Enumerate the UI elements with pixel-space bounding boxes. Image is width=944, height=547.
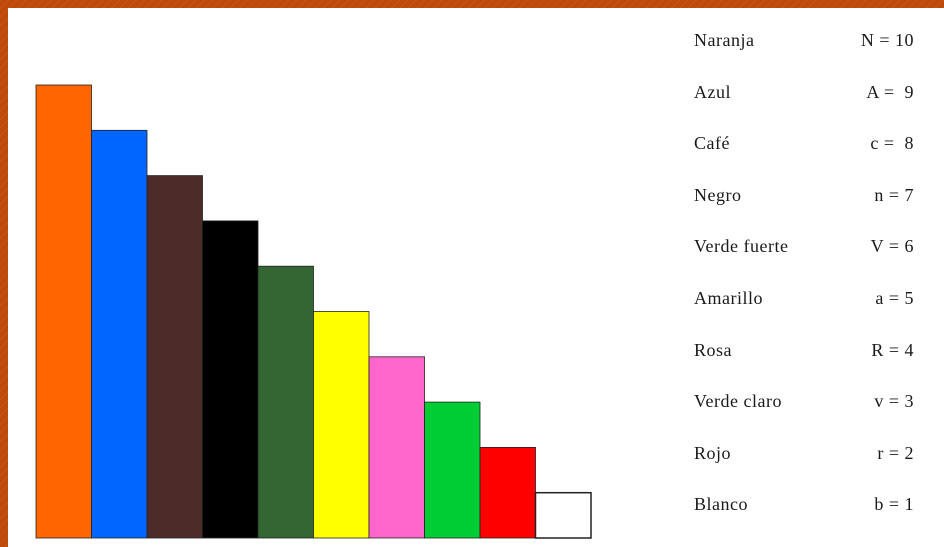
legend-color-name: Amarillo	[694, 288, 763, 308]
legend-row: Verde claro v = 3	[694, 391, 934, 421]
legend-value-code: R = 4	[871, 339, 914, 360]
legend-color-name: Blanco	[694, 494, 748, 515]
diagram-panel: Naranja N = 10 Azul A = 9 Café c = 8 Negro n = …	[8, 8, 944, 547]
legend-row: Café c = 8	[694, 133, 934, 163]
rod-caf-	[146, 175, 203, 539]
legend-value-code: c = 8	[870, 133, 914, 154]
legend-row: Negro n = 7	[694, 185, 934, 215]
rod-naranja	[35, 84, 92, 539]
legend-row: Rojo r = 2	[694, 443, 934, 473]
legend-value-code: A = 9	[866, 81, 914, 102]
legend-value-code: N = 10	[860, 30, 914, 50]
rods-diagram	[35, 84, 592, 539]
legend-row: Rosa R = 4	[694, 340, 934, 370]
rod-negro	[202, 220, 259, 539]
rod-verde-claro	[424, 401, 481, 539]
legend-color-name: Azul	[694, 81, 731, 102]
legend-color-name: Negro	[694, 184, 742, 205]
legend-row: Naranja N = 10	[694, 30, 934, 60]
legend-color-name: Rojo	[694, 442, 732, 463]
legend-row: Verde fuerte V = 6	[694, 236, 934, 266]
legend-color-name: Café	[694, 133, 730, 154]
legend-color-name: Naranja	[694, 30, 755, 50]
legend-row: Blanco b = 1	[694, 494, 934, 524]
legend-value-code: v = 3	[874, 391, 914, 412]
rod-rosa	[368, 356, 425, 539]
rod-blanco	[534, 491, 592, 539]
legend-value-code: r = 2	[877, 442, 914, 463]
rod-verde-fuerte	[257, 265, 314, 539]
legend-row: Amarillo a = 5	[694, 288, 934, 318]
rod-azul	[91, 129, 148, 539]
legend-color-name: Verde fuerte	[694, 236, 789, 257]
legend-row: Azul A = 9	[694, 82, 934, 112]
rod-amarillo	[313, 311, 370, 539]
legend-color-name: Rosa	[694, 339, 732, 360]
legend-value-code: b = 1	[874, 494, 914, 515]
legend-value-code: n = 7	[874, 184, 914, 205]
rod-rojo	[479, 446, 536, 539]
legend-value-code: V = 6	[870, 236, 914, 257]
legend-value-code: a = 5	[875, 288, 914, 308]
legend: Naranja N = 10 Azul A = 9 Café c = 8 Negro n = …	[694, 8, 944, 547]
legend-color-name: Verde claro	[694, 391, 782, 412]
